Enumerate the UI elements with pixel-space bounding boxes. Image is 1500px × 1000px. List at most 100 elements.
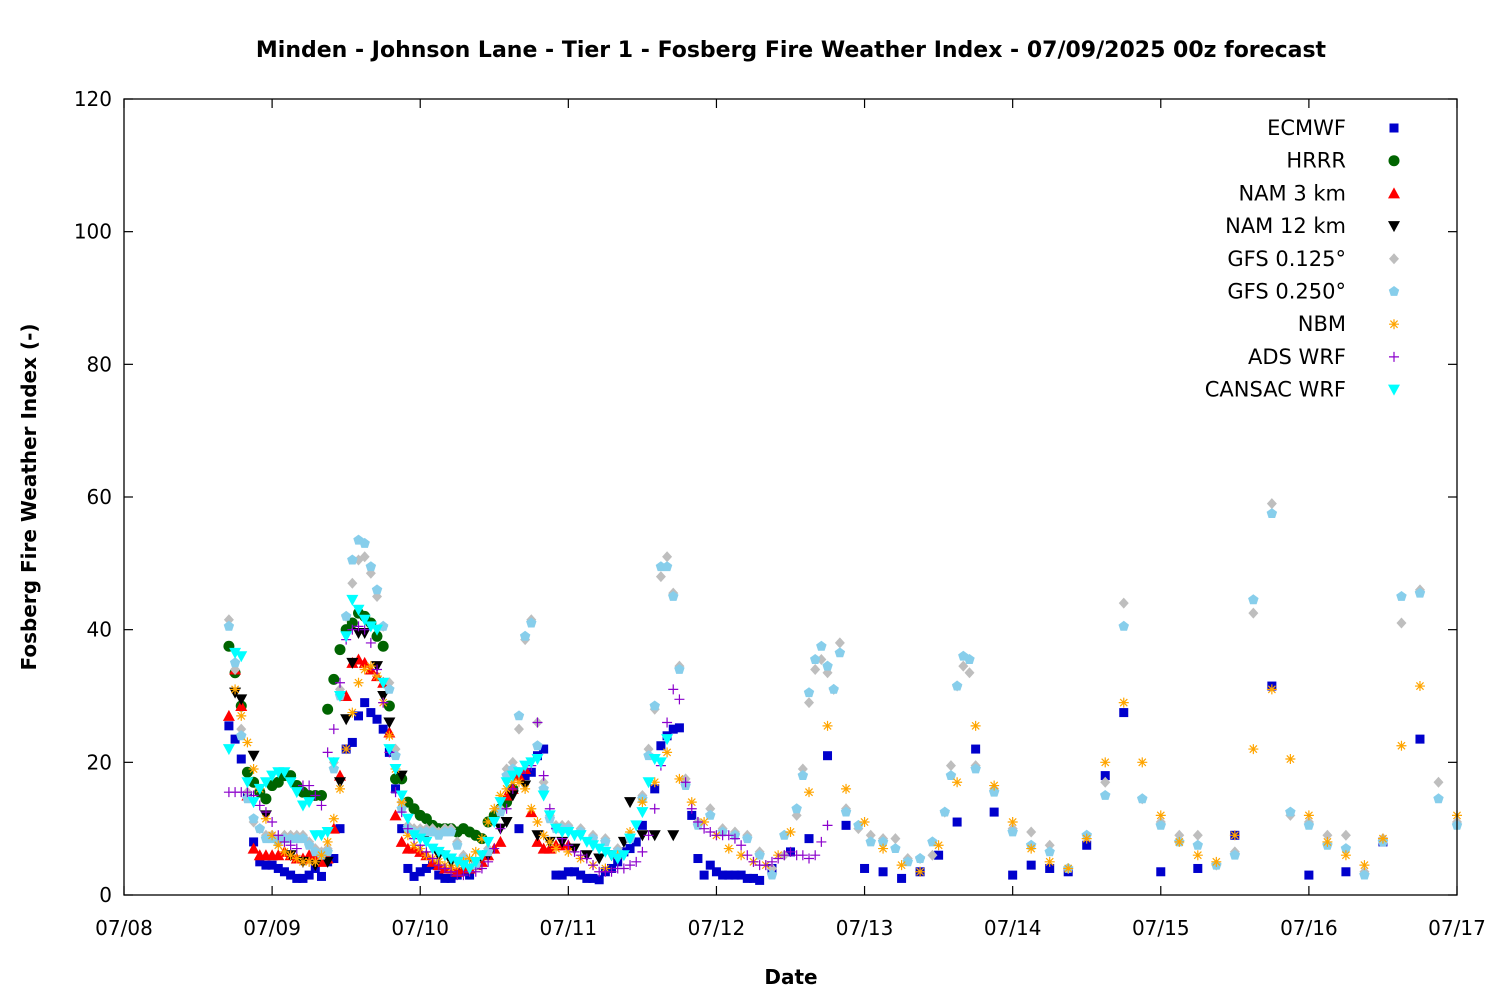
data-point [433, 860, 444, 871]
data-point [649, 803, 660, 814]
data-point [637, 820, 647, 830]
data-point [415, 867, 425, 877]
data-point [335, 824, 345, 834]
data-point [470, 846, 481, 857]
data-point [489, 803, 500, 814]
data-point [421, 863, 431, 873]
data-point [574, 830, 587, 842]
data-point [434, 870, 444, 880]
data-point [1118, 597, 1129, 609]
data-point [451, 856, 464, 868]
data-point [971, 744, 981, 754]
data-point [439, 863, 450, 874]
data-point [841, 783, 852, 794]
data-point [1081, 833, 1092, 844]
data-point [531, 754, 544, 766]
data-point [686, 803, 697, 814]
data-point [625, 844, 635, 854]
data-point [347, 554, 358, 565]
data-point [631, 856, 642, 867]
data-point [563, 840, 574, 851]
data-point [346, 657, 359, 669]
legend-label: GFS 0.125° [1227, 247, 1346, 271]
data-point [878, 843, 889, 854]
data-point [315, 790, 327, 801]
data-point [242, 737, 253, 748]
data-point [890, 843, 901, 853]
legend-label: NAM 12 km [1225, 214, 1346, 238]
data-point [304, 870, 314, 880]
data-point [457, 860, 470, 872]
data-point [224, 721, 234, 731]
data-point [834, 637, 845, 649]
data-point [236, 730, 247, 741]
data-point [927, 849, 938, 861]
legend-marker [1389, 253, 1399, 265]
data-point [334, 644, 346, 656]
data-point [383, 717, 396, 729]
data-point [988, 786, 1000, 797]
data-point [537, 790, 550, 802]
data-point [952, 817, 962, 827]
data-point [333, 777, 346, 789]
data-point [254, 823, 265, 834]
data-point [260, 793, 272, 805]
data-point [1192, 829, 1203, 841]
data-point [445, 853, 458, 865]
data-point [576, 870, 586, 880]
data-point [797, 770, 809, 780]
data-point [989, 807, 999, 817]
data-point [637, 846, 648, 857]
data-point [1248, 744, 1259, 755]
data-point [580, 836, 593, 848]
legend-marker [1388, 187, 1400, 199]
data-point [625, 860, 636, 871]
data-point [414, 833, 427, 845]
data-point [742, 873, 752, 883]
data-point [859, 817, 870, 828]
data-point [310, 856, 321, 867]
y-tick-label: 0 [99, 883, 112, 907]
data-point [878, 867, 888, 877]
data-point [773, 853, 784, 864]
data-point [723, 843, 734, 854]
x-tick-label: 07/15 [1132, 916, 1190, 940]
data-point [649, 777, 660, 788]
data-point [686, 797, 697, 808]
data-point [525, 757, 538, 769]
data-point [1118, 620, 1129, 631]
data-point [248, 813, 259, 824]
data-point [290, 787, 303, 799]
data-point [674, 694, 685, 705]
data-point [538, 830, 549, 841]
data-point [804, 787, 815, 798]
data-point [1396, 617, 1407, 629]
data-point [952, 777, 963, 788]
data-point [494, 797, 507, 809]
data-point [402, 823, 413, 834]
data-point [797, 763, 808, 775]
data-point [298, 873, 308, 883]
data-point [426, 843, 439, 855]
data-point [958, 660, 969, 672]
data-point [865, 836, 876, 847]
data-point [1266, 508, 1278, 518]
data-point [531, 835, 544, 847]
legend-label: HRRR [1286, 149, 1346, 173]
data-point [1396, 591, 1407, 601]
data-point [581, 853, 592, 864]
data-point [236, 710, 247, 721]
data-point [396, 797, 407, 808]
data-point [359, 664, 370, 675]
data-point [1229, 849, 1241, 860]
data-point [304, 780, 315, 791]
data-point [247, 750, 260, 762]
data-point [235, 699, 248, 711]
data-point [1285, 806, 1296, 817]
data-point [365, 561, 377, 572]
data-point [624, 833, 637, 845]
data-point [384, 683, 395, 694]
data-point [372, 664, 383, 675]
data-point [1100, 790, 1111, 800]
data-point [519, 760, 532, 772]
